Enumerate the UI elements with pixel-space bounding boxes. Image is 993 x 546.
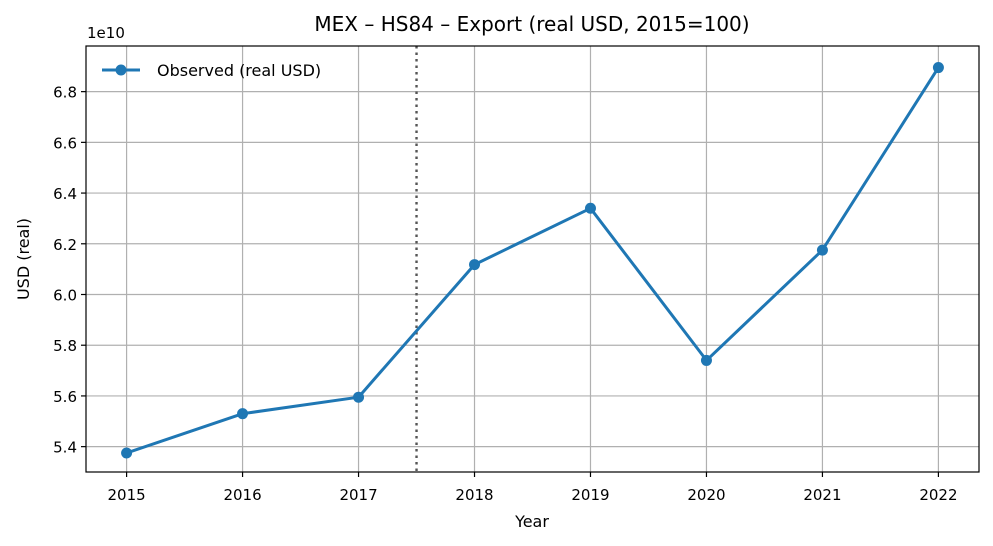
plot-frame [85, 45, 980, 473]
y-tick-label: 5.4 [53, 439, 77, 457]
data-point [700, 354, 712, 366]
legend: Observed (real USD) [102, 61, 321, 80]
grid [86, 46, 979, 472]
y-tick-label: 6.4 [53, 185, 77, 203]
y-tick-label: 6.0 [53, 287, 77, 305]
y-scale-label: 1e10 [87, 24, 125, 42]
x-tick-label: 2017 [339, 486, 377, 504]
y-axis-title: USD (real) [14, 218, 33, 300]
legend-point-marker [115, 64, 127, 76]
y-tick-label: 6.6 [53, 134, 77, 152]
data-point [816, 244, 828, 256]
data-point [932, 62, 944, 74]
x-axis-title: Year [514, 512, 549, 531]
x-tick-label: 2015 [107, 486, 145, 504]
y-tick-label: 5.6 [53, 388, 77, 406]
data-point [353, 391, 365, 403]
y-tick-label: 5.8 [53, 337, 77, 355]
data-point [584, 202, 596, 214]
series-line [126, 66, 940, 455]
data-point [237, 408, 249, 420]
y-tick-label: 6.8 [53, 84, 77, 102]
chart-title: MEX – HS84 – Export (real USD, 2015=100) [314, 12, 749, 36]
y-axis: 5.4 5.6 5.8 6.0 6.2 6.4 6.6 6.8 [53, 84, 86, 457]
y-tick-label: 6.2 [53, 236, 77, 254]
x-tick-label: 2020 [687, 486, 725, 504]
data-point [469, 259, 481, 271]
data-point [121, 447, 133, 459]
x-axis: 2015 2016 2017 2018 2019 2020 2021 2022 [107, 472, 958, 504]
x-tick-label: 2016 [223, 486, 261, 504]
x-tick-label: 2019 [571, 486, 609, 504]
x-tick-label: 2018 [455, 486, 493, 504]
legend-label: Observed (real USD) [157, 61, 321, 80]
x-tick-label: 2021 [803, 486, 841, 504]
series-group [121, 62, 944, 459]
x-tick-label: 2022 [919, 486, 957, 504]
